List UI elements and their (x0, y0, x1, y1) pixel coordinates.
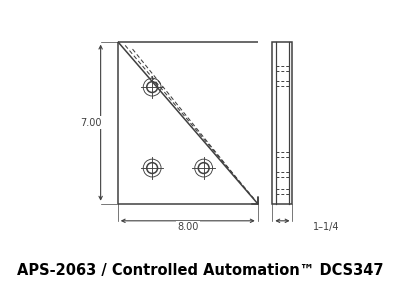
Text: 1–1/4: 1–1/4 (313, 222, 339, 232)
Bar (272, 42, 292, 204)
Text: 8.00: 8.00 (177, 222, 198, 232)
Text: APS-2063 / Controlled Automation™ DCS347: APS-2063 / Controlled Automation™ DCS347 (17, 263, 383, 278)
Text: 7.00: 7.00 (80, 118, 102, 128)
